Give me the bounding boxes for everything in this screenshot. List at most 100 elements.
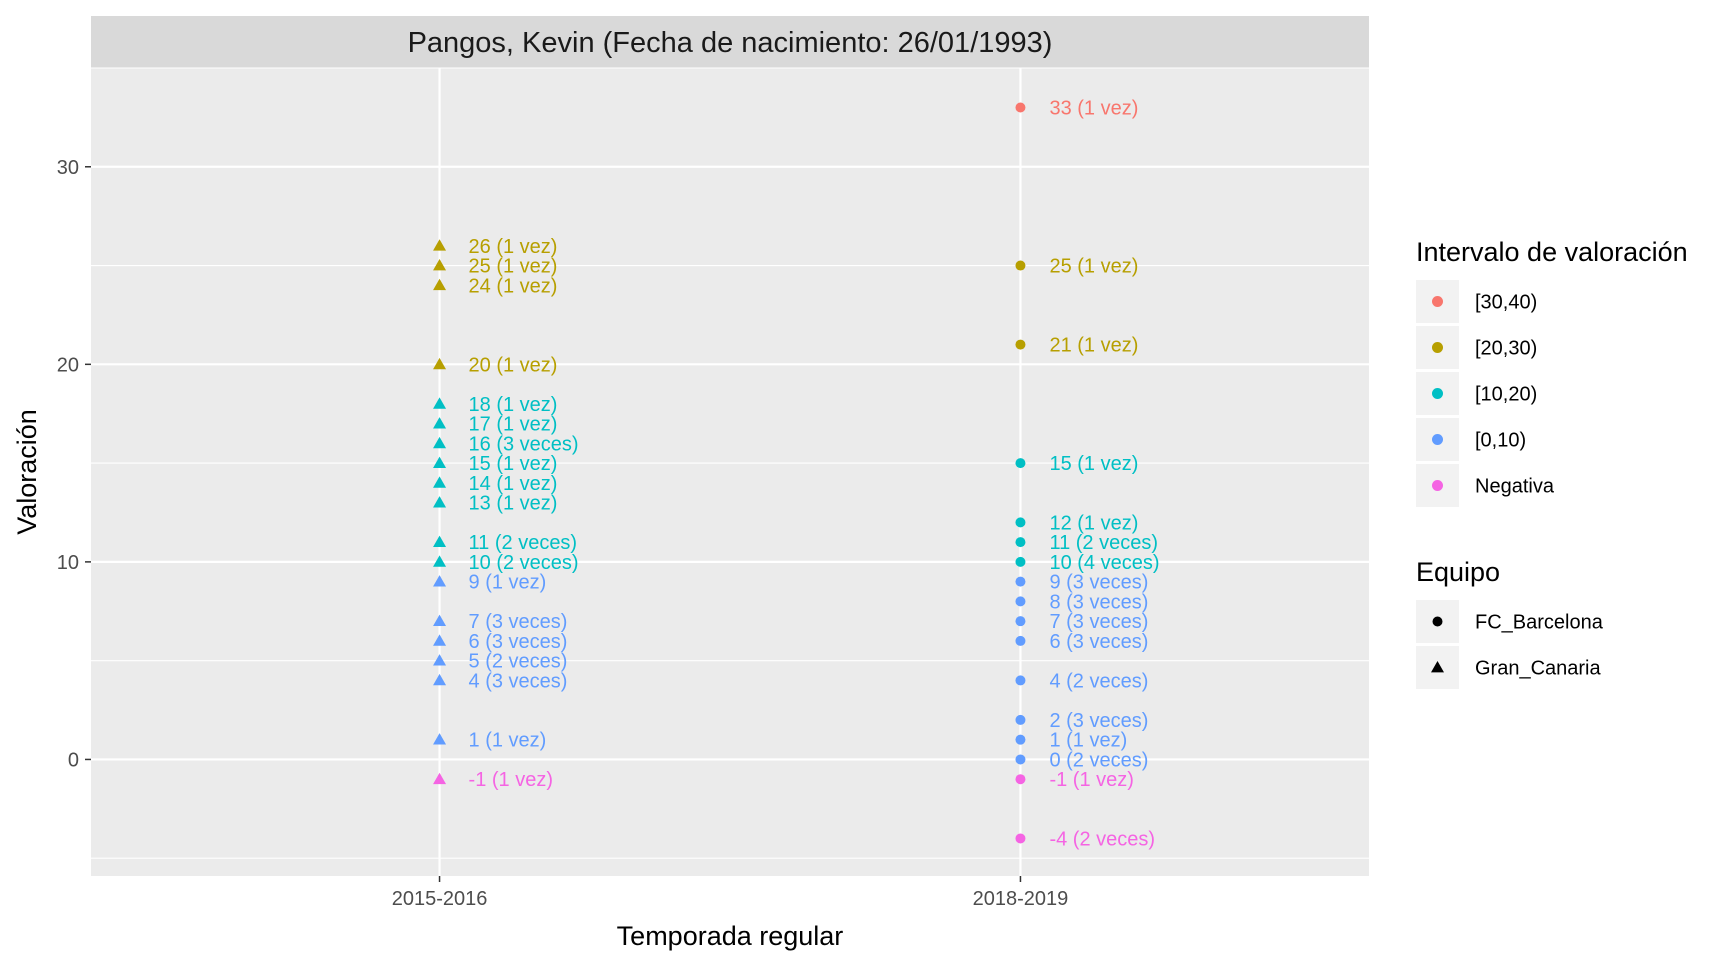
y-tick-label: 20 <box>57 354 79 376</box>
data-label: -1 (1 vez) <box>1049 769 1133 791</box>
data-point-circle <box>1015 517 1026 528</box>
legend-entry-label: Negativa <box>1475 476 1555 498</box>
legend-entry-label: [0,10) <box>1475 430 1526 452</box>
chart-title: Pangos, Kevin (Fecha de nacimiento: 26/0… <box>408 27 1053 59</box>
data-point-circle <box>1015 774 1026 785</box>
data-label: 7 (3 veces) <box>1049 611 1148 633</box>
data-labels: 26 (1 vez)25 (1 vez)24 (1 vez)20 (1 vez)… <box>469 98 1160 851</box>
data-point-circle <box>1015 616 1026 627</box>
data-label: 15 (1 vez) <box>469 453 558 475</box>
data-label: -4 (2 veces) <box>1049 828 1155 850</box>
legend-key-point <box>1432 388 1443 399</box>
x-axis: 2015-2016 2018-2019 <box>392 876 1069 910</box>
data-label: 10 (2 veces) <box>469 552 579 574</box>
data-label: 6 (3 veces) <box>469 631 568 653</box>
data-point-circle <box>1015 635 1026 646</box>
data-label: 12 (1 vez) <box>1049 512 1138 534</box>
plot-panel <box>91 68 1369 876</box>
legend-key-point <box>1432 296 1443 307</box>
strip-background <box>91 16 1369 68</box>
data-label: 13 (1 vez) <box>469 493 558 515</box>
data-label: 8 (3 veces) <box>1049 591 1148 613</box>
data-label: 1 (1 vez) <box>1049 730 1127 752</box>
legend-key-point <box>1432 434 1443 445</box>
data-label: 20 (1 vez) <box>469 354 558 376</box>
data-label: 10 (4 veces) <box>1049 552 1159 574</box>
data-label: -1 (1 vez) <box>469 769 553 791</box>
legend-entry-label: Gran_Canaria <box>1475 658 1602 680</box>
data-label: 9 (1 vez) <box>469 572 547 594</box>
data-label: 14 (1 vez) <box>469 473 558 495</box>
data-label: 25 (1 vez) <box>1049 256 1138 278</box>
data-point-triangle <box>433 496 447 508</box>
data-point-triangle <box>433 555 447 567</box>
data-label: 7 (3 veces) <box>469 611 568 633</box>
data-point-triangle <box>433 436 447 449</box>
data-point-circle <box>1015 260 1026 271</box>
legend-key-point <box>1432 480 1443 491</box>
legend-entry-label: [10,20) <box>1475 384 1537 406</box>
data-point-triangle <box>433 654 447 666</box>
data-label: 0 (2 veces) <box>1049 749 1148 771</box>
data-point-circle <box>1015 537 1026 548</box>
data-point-triangle <box>433 278 447 291</box>
data-label: 33 (1 vez) <box>1049 98 1138 120</box>
y-tick-label: 30 <box>57 157 79 179</box>
x-tick-label: 2018-2019 <box>973 888 1069 910</box>
legend-key-circle <box>1432 616 1443 627</box>
y-tick-label: 0 <box>68 749 79 771</box>
data-point-circle <box>1015 596 1026 607</box>
legend-title: Equipo <box>1416 557 1500 587</box>
data-point-triangle <box>433 772 447 785</box>
data-label: 24 (1 vez) <box>469 275 558 297</box>
x-axis-title: Temporada regular <box>617 921 844 951</box>
data-label: 4 (3 veces) <box>469 670 568 692</box>
data-point-triangle <box>433 397 447 409</box>
data-label: 11 (2 veces) <box>1049 532 1158 554</box>
data-point-circle <box>1015 458 1026 469</box>
x-tick-label: 2015-2016 <box>392 888 488 910</box>
data-label: 26 (1 vez) <box>469 236 558 258</box>
data-point-circle <box>1015 102 1026 113</box>
data-points <box>433 102 1026 844</box>
legend: Intervalo de valoración [30,40) [20,30) [10… <box>1416 237 1688 689</box>
data-point-triangle <box>433 733 447 745</box>
data-label: 25 (1 vez) <box>469 256 558 278</box>
legend-title: Intervalo de valoración <box>1416 237 1688 267</box>
data-label: 2 (3 veces) <box>1049 710 1148 732</box>
data-point-triangle <box>433 614 447 627</box>
data-point-triangle <box>433 239 447 251</box>
data-label: 6 (3 veces) <box>1049 631 1148 653</box>
data-label: 4 (2 veces) <box>1049 670 1148 692</box>
data-label: 21 (1 vez) <box>1049 335 1138 357</box>
data-label: 15 (1 vez) <box>1049 453 1138 475</box>
data-point-triangle <box>433 417 447 429</box>
data-label: 1 (1 vez) <box>469 730 547 752</box>
data-point-triangle <box>433 575 447 587</box>
legend-entry-label: FC_Barcelona <box>1475 612 1604 634</box>
legend-entry-label: [20,30) <box>1475 338 1537 360</box>
data-point-circle <box>1015 833 1026 844</box>
legend-entry-label: [30,40) <box>1475 292 1537 314</box>
data-point-circle <box>1015 339 1026 350</box>
data-label: 5 (2 veces) <box>469 651 568 673</box>
data-point-circle <box>1015 714 1026 725</box>
data-label: 16 (3 veces) <box>469 433 579 455</box>
data-label: 17 (1 vez) <box>469 414 558 436</box>
data-label: 18 (1 vez) <box>469 394 558 416</box>
data-label: 9 (3 veces) <box>1049 572 1148 594</box>
data-point-triangle <box>433 673 447 686</box>
legend-key-point <box>1432 342 1443 353</box>
y-axis: 0 10 20 30 <box>57 157 91 771</box>
data-point-triangle <box>433 456 447 468</box>
data-point-circle <box>1015 576 1026 587</box>
data-point-circle <box>1015 675 1026 686</box>
y-tick-label: 10 <box>57 552 79 574</box>
data-point-triangle <box>433 259 447 271</box>
data-point-triangle <box>433 476 447 488</box>
data-label: 11 (2 veces) <box>469 532 578 554</box>
y-axis-title: Valoración <box>12 409 42 535</box>
data-point-circle <box>1015 734 1026 745</box>
